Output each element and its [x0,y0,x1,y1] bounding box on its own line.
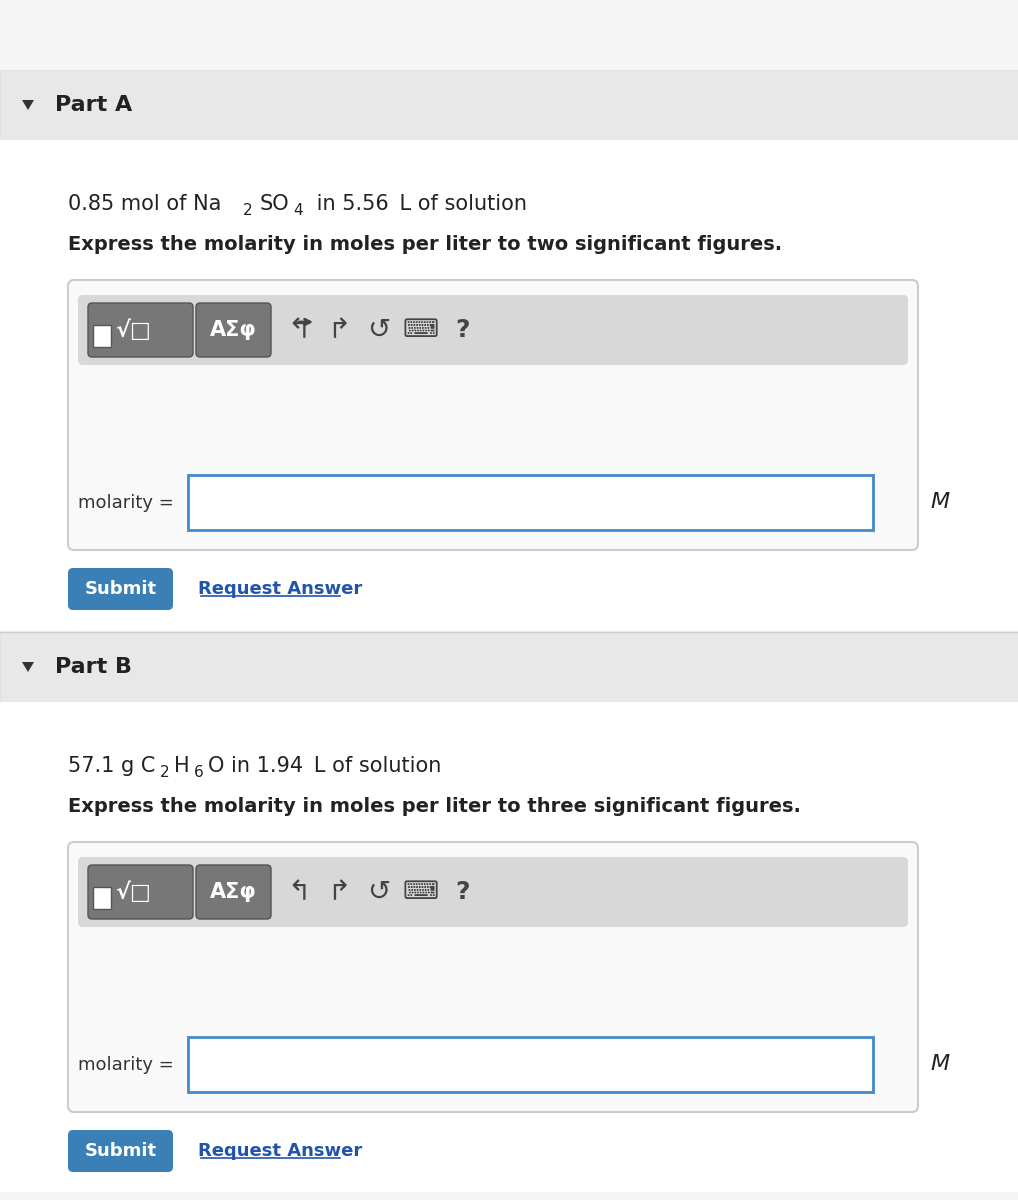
Text: 2: 2 [243,203,252,218]
Text: ↱: ↱ [328,878,350,906]
Text: O in 1.94  L of solution: O in 1.94 L of solution [208,756,442,776]
Text: molarity =: molarity = [78,493,174,511]
FancyBboxPatch shape [88,865,193,919]
FancyBboxPatch shape [68,1130,173,1172]
Text: M: M [930,492,950,512]
FancyBboxPatch shape [93,887,111,910]
Text: M: M [930,1055,950,1074]
FancyBboxPatch shape [0,140,1018,630]
Text: 4: 4 [293,203,302,218]
Text: 6: 6 [194,766,204,780]
Text: √□: √□ [115,881,151,902]
FancyBboxPatch shape [68,842,918,1112]
Text: ↰: ↰ [287,316,310,344]
FancyBboxPatch shape [0,70,1018,140]
Text: ↺: ↺ [367,316,391,344]
FancyBboxPatch shape [0,632,1018,702]
Polygon shape [22,662,34,672]
Text: Express the molarity in moles per liter to two significant figures.: Express the molarity in moles per liter … [68,235,782,254]
FancyBboxPatch shape [68,280,918,550]
Text: Submit: Submit [84,1142,157,1160]
FancyBboxPatch shape [93,325,111,347]
Text: ⌨: ⌨ [403,880,439,904]
Text: AΣφ: AΣφ [210,882,257,902]
Text: AΣφ: AΣφ [210,320,257,340]
Text: Request Answer: Request Answer [197,580,362,598]
Text: Request Answer: Request Answer [197,1142,362,1160]
FancyBboxPatch shape [78,295,908,365]
Polygon shape [22,100,34,110]
Text: ↰: ↰ [287,878,310,906]
Text: ?: ? [456,318,470,342]
Text: 0.85 mol of Na: 0.85 mol of Na [68,194,221,214]
Text: H: H [174,756,189,776]
Text: Express the molarity in moles per liter to three significant figures.: Express the molarity in moles per liter … [68,797,801,816]
FancyBboxPatch shape [0,702,1018,1192]
Text: ↱: ↱ [328,316,350,344]
FancyBboxPatch shape [68,568,173,610]
Text: Submit: Submit [84,580,157,598]
Text: 2: 2 [160,766,170,780]
FancyBboxPatch shape [188,1037,873,1092]
FancyBboxPatch shape [188,475,873,530]
Text: in 5.56  L of solution: in 5.56 L of solution [310,194,527,214]
Text: ⌨: ⌨ [403,318,439,342]
Text: molarity =: molarity = [78,1056,174,1074]
FancyBboxPatch shape [196,302,271,358]
Text: Part A: Part A [55,95,132,115]
Text: ?: ? [456,880,470,904]
FancyBboxPatch shape [88,302,193,358]
Text: SO: SO [260,194,290,214]
Text: √□: √□ [115,319,151,341]
FancyBboxPatch shape [78,857,908,926]
Text: ↺: ↺ [367,878,391,906]
FancyBboxPatch shape [196,865,271,919]
Text: Part B: Part B [55,658,132,677]
Text: 57.1 g C: 57.1 g C [68,756,156,776]
